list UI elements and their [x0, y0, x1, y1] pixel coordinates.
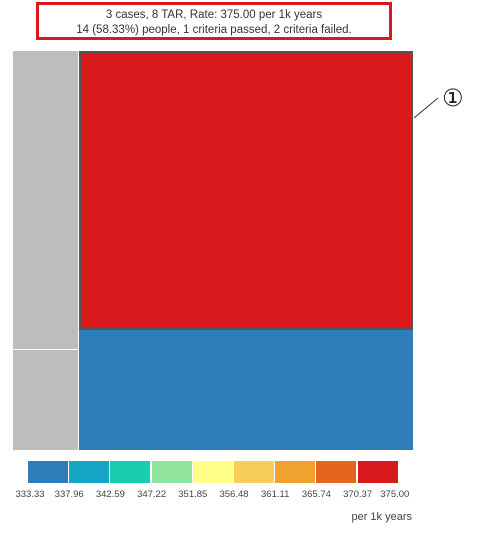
legend-unit-label: per 1k years [351, 511, 412, 523]
legend-tick-label: 351.85 [178, 489, 208, 500]
treemap [13, 51, 413, 450]
callout-number-marker: ① [442, 84, 464, 112]
legend-swatch [28, 461, 68, 483]
legend-swatch [192, 461, 233, 483]
legend-swatch [110, 461, 151, 483]
legend-swatch [233, 461, 274, 483]
legend-tick-label: 342.59 [95, 489, 125, 500]
legend-tick-label: 365.74 [301, 489, 331, 500]
treemap-cell-blue[interactable] [79, 330, 413, 450]
legend-tick-label: 356.48 [219, 489, 249, 500]
treemap-cell-highlighted[interactable] [79, 51, 413, 330]
legend-swatch [69, 461, 110, 483]
legend-tick-label: 375.00 [380, 489, 410, 500]
treemap-cell-gray-bottom[interactable] [13, 350, 79, 450]
hover-tooltip: 3 cases, 8 TAR, Rate: 375.00 per 1k year… [36, 2, 392, 40]
tooltip-line-2: 14 (58.33%) people, 1 criteria passed, 2… [76, 23, 352, 36]
legend-swatch [357, 461, 398, 483]
treemap-cell-gray-top[interactable] [13, 51, 79, 350]
tooltip-line-1: 3 cases, 8 TAR, Rate: 375.00 per 1k year… [105, 9, 323, 21]
legend-tick-label: 361.11 [261, 489, 290, 500]
legend-tick-label: 370.37 [343, 489, 373, 500]
legend-swatch [151, 461, 192, 483]
legend-tick-labels: 333.33 337.96 342.59 347.22 351.85 356.48 361.… [0, 489, 486, 503]
color-legend [28, 461, 399, 483]
legend-tick-label: 347.22 [137, 489, 167, 500]
legend-swatch [316, 461, 357, 483]
legend-tick-label: 337.96 [54, 489, 84, 500]
legend-tick-label: 333.33 [15, 489, 45, 500]
legend-swatch [275, 461, 316, 483]
